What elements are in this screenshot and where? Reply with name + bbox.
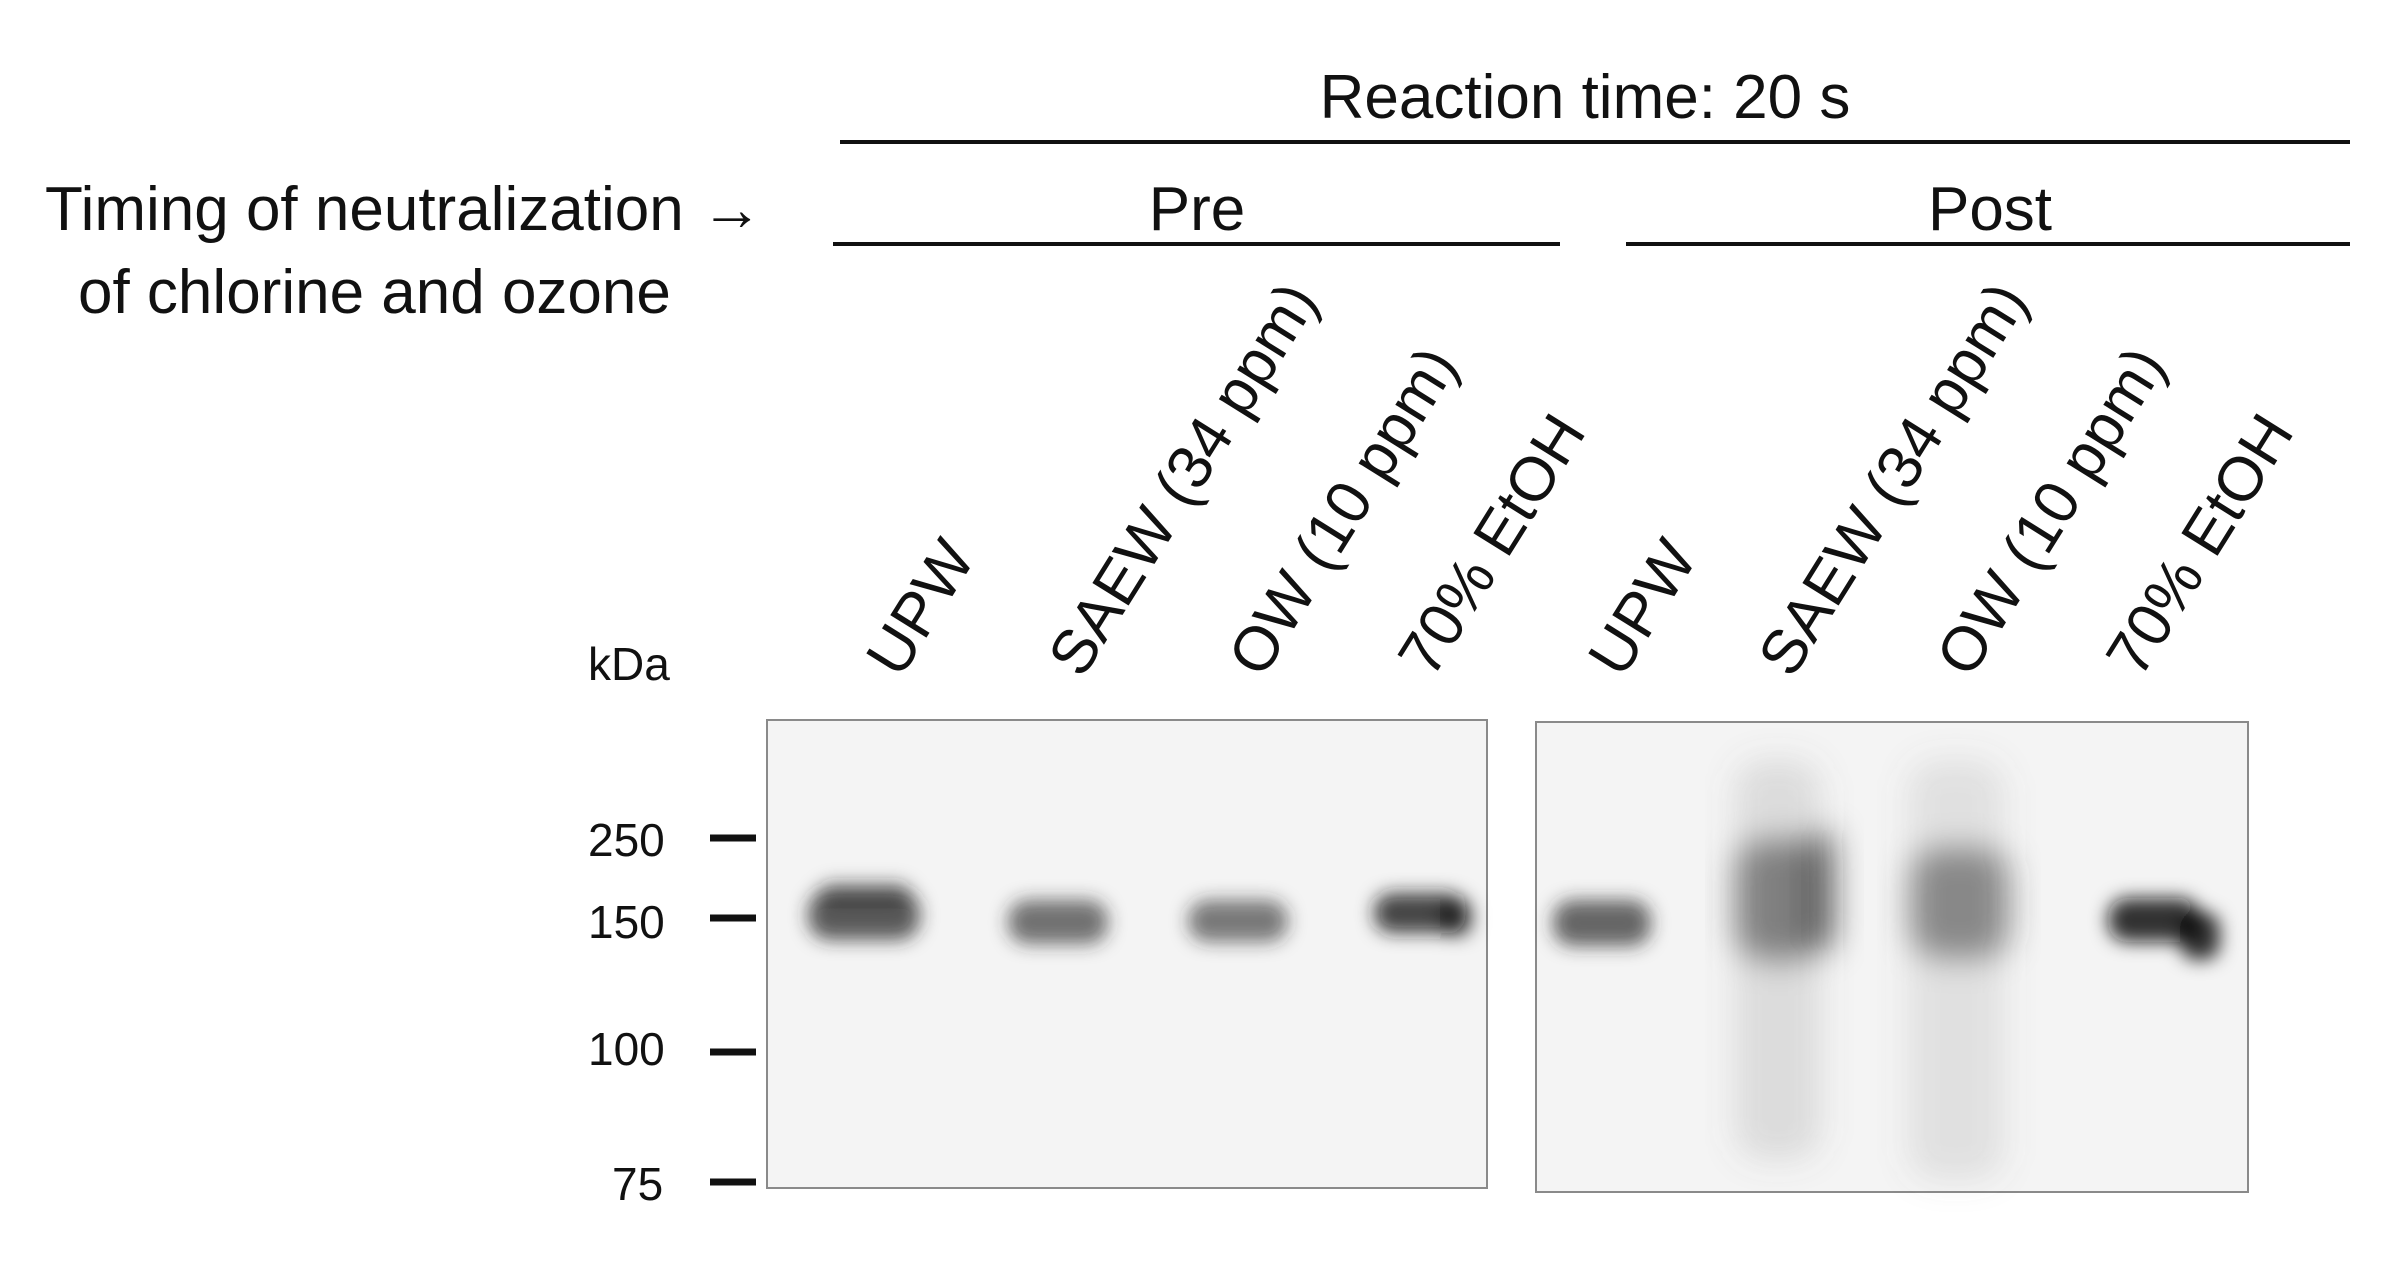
mw-label-75: 75 xyxy=(612,1158,663,1210)
lane-label: UPW xyxy=(1575,528,1710,688)
lane-label: UPW xyxy=(853,528,988,688)
mw-label-150: 150 xyxy=(588,896,665,948)
blot-panel-post xyxy=(1535,721,2249,1193)
mw-label-100: 100 xyxy=(588,1023,665,1075)
band xyxy=(1188,900,1288,942)
smear xyxy=(1735,760,1834,1160)
smear xyxy=(1908,760,2010,1180)
timing-label-line2: of chlorine and ozone xyxy=(78,258,671,327)
group-label-post: Post xyxy=(1928,175,2052,244)
reaction-time-label: Reaction time: 20 s xyxy=(1320,63,1851,132)
timing-label-line1: Timing of neutralization → xyxy=(45,175,763,244)
band xyxy=(1008,900,1108,944)
mw-label-250: 250 xyxy=(588,814,665,866)
kda-label: kDa xyxy=(588,638,670,690)
group-label-pre: Pre xyxy=(1149,175,1245,244)
band xyxy=(2108,898,2220,960)
band xyxy=(808,882,920,940)
blot-panel-pre xyxy=(766,719,1488,1189)
band xyxy=(1553,900,1651,946)
band xyxy=(1374,893,1472,936)
